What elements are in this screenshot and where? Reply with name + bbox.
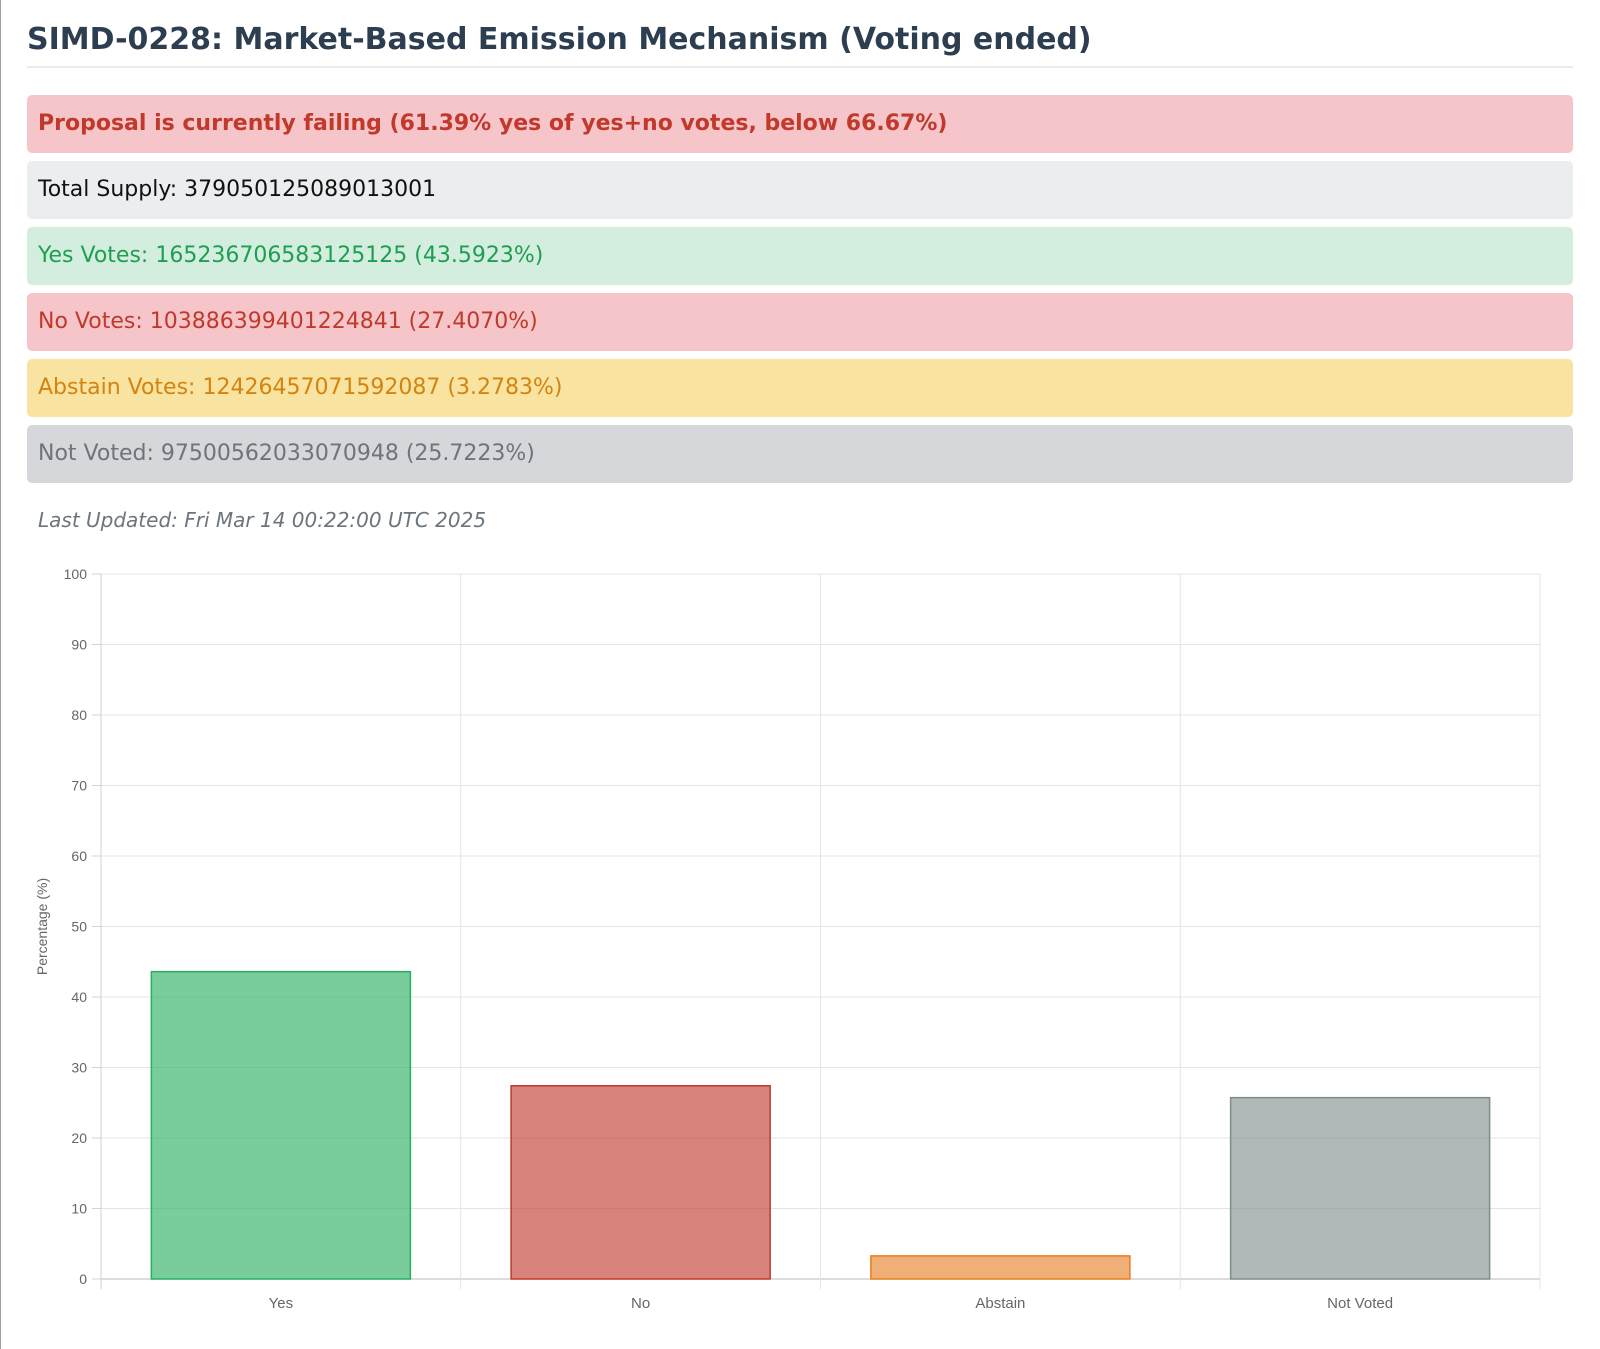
- x-tick-label: Not Voted: [1327, 1295, 1393, 1312]
- yes-votes-alert: Yes Votes: 165236706583125125 (43.5923%): [27, 227, 1573, 285]
- page-title: SIMD-0228: Market-Based Emission Mechani…: [27, 0, 1573, 68]
- bar-yes: [150, 970, 412, 1280]
- y-tick-label: 80: [71, 707, 87, 723]
- not-voted-alert: Not Voted: 97500562033070948 (25.7223%): [27, 425, 1573, 483]
- y-tick-label: 20: [71, 1130, 87, 1146]
- x-tick-label: Yes: [269, 1295, 293, 1312]
- y-tick-label: 0: [79, 1271, 87, 1287]
- x-tick-label: No: [631, 1295, 650, 1312]
- bar-no: [510, 1085, 771, 1280]
- y-tick-label: 100: [64, 566, 88, 582]
- proposal-status-alert: Proposal is currently failing (61.39% ye…: [27, 95, 1573, 153]
- y-axis-title: Percentage (%): [34, 878, 50, 975]
- bar-not-voted: [1229, 1096, 1491, 1280]
- y-tick-label: 90: [71, 637, 87, 653]
- vote-summary: Proposal is currently failing (61.39% ye…: [27, 95, 1573, 483]
- last-updated-text: Last Updated: Fri Mar 14 00:22:00 UTC 20…: [38, 508, 487, 532]
- no-votes-alert: No Votes: 103886399401224841 (27.4070%): [27, 293, 1573, 351]
- y-tick-label: 10: [71, 1201, 87, 1217]
- abstain-votes-alert: Abstain Votes: 12426457071592087 (3.2783…: [27, 359, 1573, 417]
- x-tick-label: Abstain: [975, 1295, 1025, 1312]
- y-tick-label: 40: [71, 989, 87, 1005]
- window-left-border: [0, 0, 1, 1349]
- vote-percentage-chart: 0 10 20 30 40 50 60 70 80 90 100 Yes No Abstain Not Vo…: [34, 566, 1541, 1312]
- y-tick-label: 60: [71, 848, 87, 864]
- y-tick-label: 50: [71, 919, 87, 935]
- bar-abstain: [870, 1255, 1131, 1280]
- y-tick-label: 30: [71, 1060, 87, 1076]
- page-content: SIMD-0228: Market-Based Emission Mechani…: [27, 0, 1573, 532]
- y-tick-label: 70: [71, 778, 87, 794]
- total-supply-alert: Total Supply: 379050125089013001: [27, 161, 1573, 219]
